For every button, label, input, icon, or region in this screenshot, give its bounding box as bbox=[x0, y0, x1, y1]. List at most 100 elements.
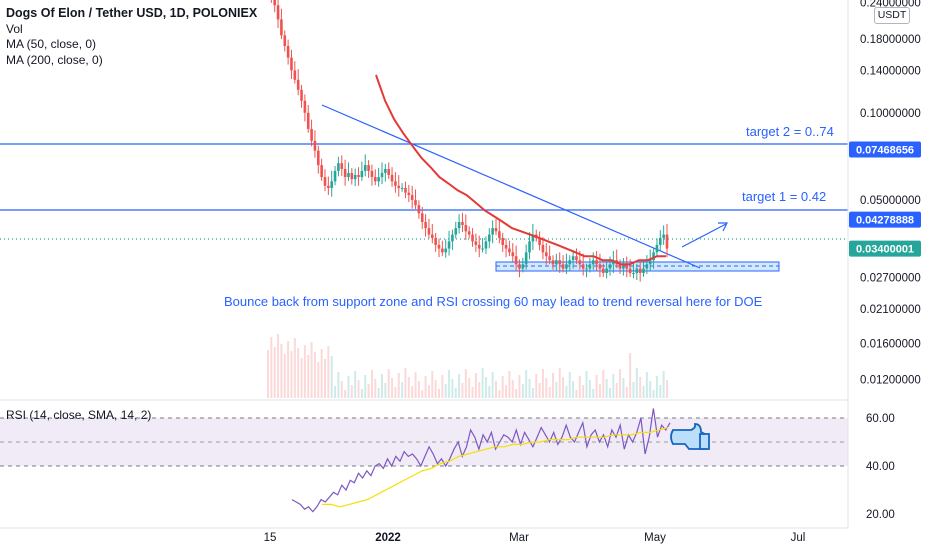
volume-bar bbox=[347, 376, 350, 398]
candle-body bbox=[541, 244, 545, 253]
candle-body bbox=[625, 264, 629, 269]
candle-body bbox=[581, 264, 585, 269]
candle-body bbox=[608, 264, 612, 269]
volume-bar bbox=[562, 377, 565, 398]
volume-bar bbox=[313, 352, 316, 398]
volume-bar bbox=[545, 378, 548, 398]
rsi-legend: RSI (14, close, SMA, 14, 2) bbox=[6, 408, 152, 422]
price-tick-label: 0.02100000 bbox=[860, 304, 921, 316]
candle-body bbox=[397, 185, 401, 189]
volume-bar bbox=[632, 382, 635, 398]
volume-bar bbox=[290, 351, 293, 398]
candle-body bbox=[320, 165, 323, 178]
candle-body bbox=[645, 264, 649, 269]
volume-bar bbox=[287, 341, 290, 398]
candle-body bbox=[394, 181, 397, 186]
candle-body bbox=[501, 237, 505, 245]
candle-body bbox=[390, 174, 394, 182]
volume-bar bbox=[662, 371, 665, 398]
price-badge bbox=[849, 141, 921, 158]
volume-bar bbox=[411, 386, 414, 398]
candle-body bbox=[296, 79, 300, 90]
volume-bar bbox=[320, 349, 323, 398]
price-axis-ticks: 0.24000000 0.18000000 0.14000000 0.10000000… bbox=[860, 0, 921, 387]
volume-bar bbox=[575, 390, 578, 398]
price-badge-label: 0.07468656 bbox=[856, 145, 914, 157]
volume-bar bbox=[397, 373, 400, 398]
candle-body bbox=[377, 177, 380, 182]
candle-body bbox=[434, 237, 437, 245]
currency-button[interactable]: USDT bbox=[874, 7, 910, 24]
volume-bar bbox=[293, 338, 296, 398]
candle-body bbox=[333, 170, 337, 182]
symbol-title: Dogs Of Elon / Tether USD, 1D, POLONIEX bbox=[6, 6, 258, 20]
candle-body bbox=[407, 192, 411, 196]
volume-bar bbox=[431, 371, 434, 398]
chart-legend: Dogs Of Elon / Tether USD, 1D, POLONIEX … bbox=[6, 6, 257, 68]
candle-body bbox=[474, 241, 478, 245]
candle-body bbox=[531, 234, 535, 242]
target-1-label: target 1 = 0.42 bbox=[742, 189, 826, 204]
volume-bar bbox=[548, 387, 551, 398]
candle-body bbox=[494, 228, 498, 232]
price-tick-label: 0.18000000 bbox=[860, 34, 921, 46]
candle-body bbox=[447, 241, 451, 249]
rsi-tick-label: 40.00 bbox=[866, 461, 895, 473]
volume-bar bbox=[645, 372, 648, 398]
volume-bar bbox=[642, 386, 645, 398]
volume-bar bbox=[357, 380, 360, 398]
volume-bar bbox=[585, 371, 588, 398]
candle-body bbox=[524, 252, 528, 265]
candle-body bbox=[558, 260, 562, 265]
volume-bar bbox=[387, 369, 390, 398]
candle-body bbox=[273, 0, 277, 6]
volume-bar bbox=[629, 353, 632, 398]
volume-bar bbox=[384, 383, 387, 398]
rsi-tick-label: 20.00 bbox=[866, 509, 895, 521]
volume-bar bbox=[280, 344, 283, 398]
volume-bar bbox=[427, 385, 430, 398]
time-tick-label: May bbox=[644, 532, 666, 544]
candle-body bbox=[638, 268, 642, 274]
volume-bar bbox=[595, 375, 598, 398]
time-tick-label: Mar bbox=[509, 532, 529, 544]
candle-body bbox=[568, 260, 572, 265]
candle-body bbox=[340, 163, 344, 169]
candle-body bbox=[360, 170, 364, 178]
volume-bar bbox=[518, 375, 521, 398]
candle-body bbox=[481, 248, 484, 250]
candle-body bbox=[538, 237, 541, 245]
volume-bar bbox=[541, 369, 544, 398]
volume-bar bbox=[310, 342, 313, 398]
candle-body bbox=[498, 231, 501, 238]
time-tick-label: 2022 bbox=[375, 532, 401, 544]
volume-bar bbox=[458, 374, 461, 398]
volume-bar bbox=[297, 348, 300, 398]
volume-bar bbox=[558, 368, 561, 398]
volume-bar bbox=[598, 384, 601, 398]
volume-bar bbox=[609, 388, 611, 398]
legend-vol: Vol bbox=[6, 21, 23, 36]
candle-body bbox=[424, 221, 427, 229]
volume-bar bbox=[495, 381, 497, 398]
volume-bar bbox=[555, 382, 558, 398]
time-tick-label: 15 bbox=[264, 532, 277, 544]
price-tick-label: 0.10000000 bbox=[860, 108, 921, 120]
volume-bar bbox=[625, 387, 628, 398]
candle-body bbox=[658, 237, 662, 245]
candle-body bbox=[373, 177, 377, 182]
volume-bar bbox=[401, 382, 404, 398]
candle-body bbox=[353, 174, 357, 180]
candle-body bbox=[477, 244, 481, 249]
candle-body bbox=[363, 165, 367, 171]
volume-bar bbox=[461, 383, 464, 398]
candle-body bbox=[561, 264, 565, 269]
candle-body bbox=[652, 252, 655, 261]
volume-bar bbox=[273, 347, 276, 398]
candle-body bbox=[286, 45, 290, 58]
volume-bar bbox=[481, 368, 484, 398]
volume-bar bbox=[454, 388, 457, 398]
candle-body bbox=[437, 244, 441, 249]
volume-bar bbox=[622, 378, 625, 398]
